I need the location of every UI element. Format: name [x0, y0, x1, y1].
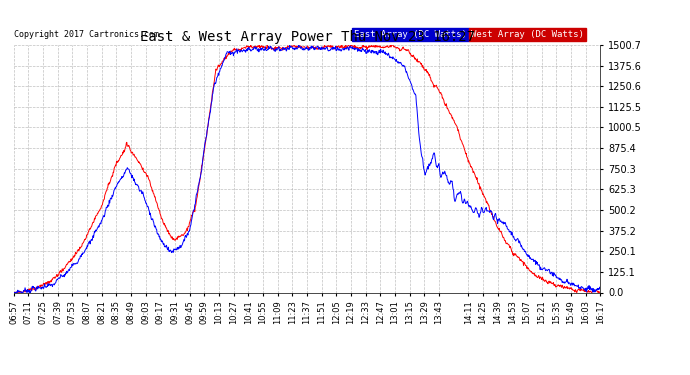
Text: Copyright 2017 Cartronics.com: Copyright 2017 Cartronics.com [14, 30, 159, 39]
Text: West Array (DC Watts): West Array (DC Watts) [471, 30, 584, 39]
Text: East Array (DC Watts): East Array (DC Watts) [354, 30, 467, 39]
Title: East & West Array Power Thu Nov 23 16:27: East & West Array Power Thu Nov 23 16:27 [139, 30, 475, 44]
